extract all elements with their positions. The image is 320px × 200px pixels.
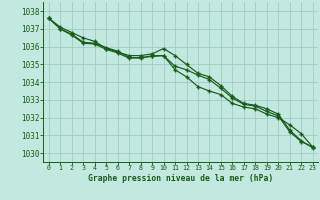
X-axis label: Graphe pression niveau de la mer (hPa): Graphe pression niveau de la mer (hPa)	[88, 174, 273, 183]
